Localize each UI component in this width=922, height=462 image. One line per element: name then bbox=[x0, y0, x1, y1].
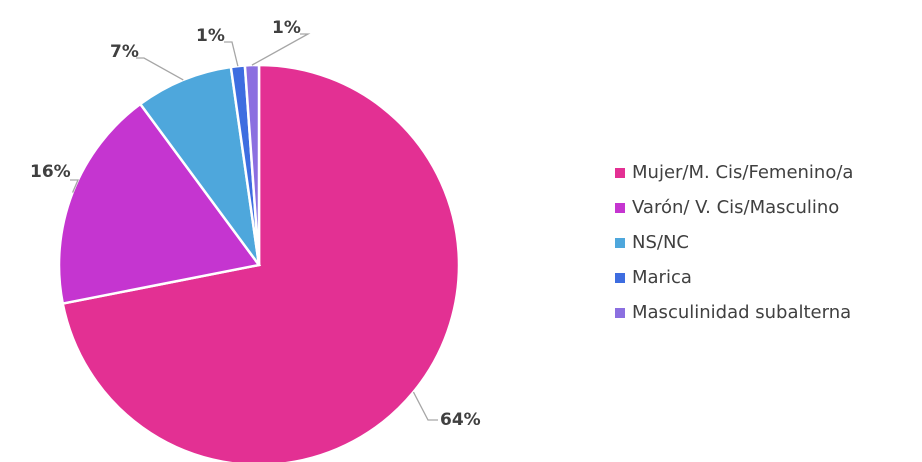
leader-line bbox=[412, 391, 438, 421]
leader-line bbox=[251, 33, 311, 66]
data-label: 16% bbox=[30, 162, 71, 182]
legend-label: Masculinidad subalterna bbox=[632, 302, 851, 323]
legend-swatch bbox=[615, 238, 625, 248]
legend-label: Marica bbox=[632, 267, 692, 288]
legend-label: Varón/ V. Cis/Masculino bbox=[632, 197, 839, 218]
legend-label: Mujer/M. Cis/Femenino/a bbox=[632, 162, 853, 183]
leader-line bbox=[136, 57, 184, 81]
legend-swatch bbox=[615, 308, 625, 318]
data-label: 1% bbox=[272, 18, 301, 38]
data-label: 7% bbox=[110, 42, 139, 62]
data-label: 64% bbox=[440, 410, 481, 430]
leader-line bbox=[224, 41, 239, 67]
leader-line bbox=[70, 179, 79, 193]
legend-swatch bbox=[615, 168, 625, 178]
legend-label: NS/NC bbox=[632, 232, 689, 253]
pie-slice bbox=[243, 63, 261, 266]
pie-slice bbox=[61, 63, 461, 462]
legend-swatch bbox=[615, 273, 625, 283]
data-label: 1% bbox=[196, 26, 225, 46]
pie-slice bbox=[138, 65, 261, 266]
legend-swatch bbox=[615, 203, 625, 213]
